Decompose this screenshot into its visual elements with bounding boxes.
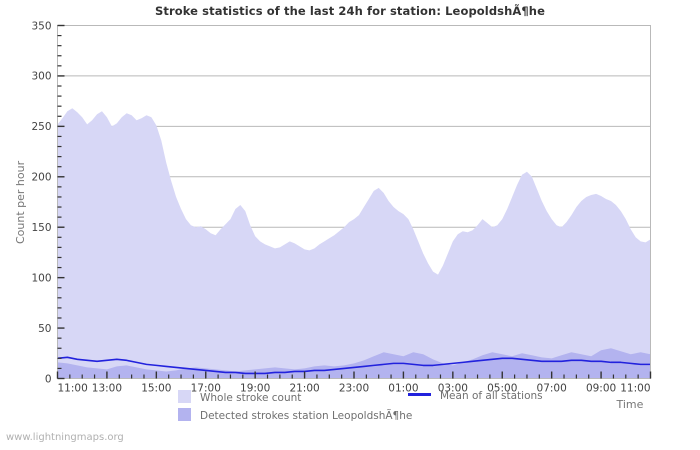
- legend-entry-mean-of-all-stations[interactable]: Mean of all stations: [408, 390, 543, 402]
- x-tick-label-05:00-9: 05:00: [487, 383, 517, 395]
- area-path-whole-stroke-count: [57, 108, 651, 379]
- x-tick-label-21:00-5: 21:00: [289, 383, 319, 395]
- x-axis-label: Time: [616, 397, 644, 411]
- chart-title: Stroke statistics of the last 24h for st…: [154, 4, 545, 18]
- x-tick-label-17:00-3: 17:00: [191, 383, 221, 395]
- x-axis-ticks-group: 11:00 13:00 15:00 17:00 19:00 21:00 23:00 01:00…: [56, 371, 652, 395]
- series-line-mean-of-all-stations: [57, 356, 651, 375]
- footer-attribution: www.lightningmaps.org: [6, 432, 124, 443]
- y-tick-label-50: 50: [38, 323, 51, 335]
- series-area-whole-stroke-count: [57, 108, 651, 379]
- y-tick-label-350: 350: [31, 20, 51, 32]
- x-tick-label-11:00-0: 11:00: [58, 383, 88, 395]
- chart-legend: Whole stroke count Detected strokes stat…: [0, 390, 700, 426]
- y-tick-label-0: 0: [45, 373, 52, 385]
- y-tick-label-250: 250: [31, 121, 51, 133]
- legend-entry-detected-strokes[interactable]: Detected strokes station LeopoldshÃ¶he: [178, 408, 412, 422]
- y-tick-label-100: 100: [31, 272, 51, 284]
- y-tick-label-300: 300: [31, 71, 51, 83]
- y-tick-label-150: 150: [31, 222, 51, 234]
- legend-line-mean-of-all-stations: [408, 393, 431, 396]
- legend-label-whole-stroke-count: Whole stroke count: [200, 392, 302, 404]
- x-tick-label-13:00-1: 13:00: [92, 383, 122, 395]
- y-axis-ticks-group: 0 50 100 150 200 250 300 350: [31, 20, 65, 385]
- x-tick-label-11:00-12: 11:00: [620, 383, 650, 395]
- legend-swatch-whole-stroke-count: [178, 390, 191, 403]
- legend-swatch-detected-strokes: [178, 408, 191, 421]
- x-tick-label-19:00-4: 19:00: [240, 383, 270, 395]
- x-tick-label-15:00-2: 15:00: [141, 383, 171, 395]
- y-axis-label: Count per hour: [14, 160, 27, 244]
- x-tick-label-03:00-8: 03:00: [438, 383, 468, 395]
- x-tick-label-01:00-7: 01:00: [388, 383, 418, 395]
- x-tick-label-09:00-11: 09:00: [586, 383, 616, 395]
- line-path-mean-of-all-stations: [57, 356, 651, 375]
- legend-label-detected-strokes: Detected strokes station LeopoldshÃ¶he: [200, 410, 413, 422]
- x-tick-label-07:00-10: 07:00: [537, 383, 567, 395]
- x-tick-label-23:00-6: 23:00: [339, 383, 369, 395]
- legend-entry-whole-stroke-count[interactable]: Whole stroke count: [178, 390, 301, 404]
- y-tick-label-200: 200: [31, 172, 51, 184]
- legend-label-mean-of-all-stations: Mean of all stations: [440, 390, 543, 402]
